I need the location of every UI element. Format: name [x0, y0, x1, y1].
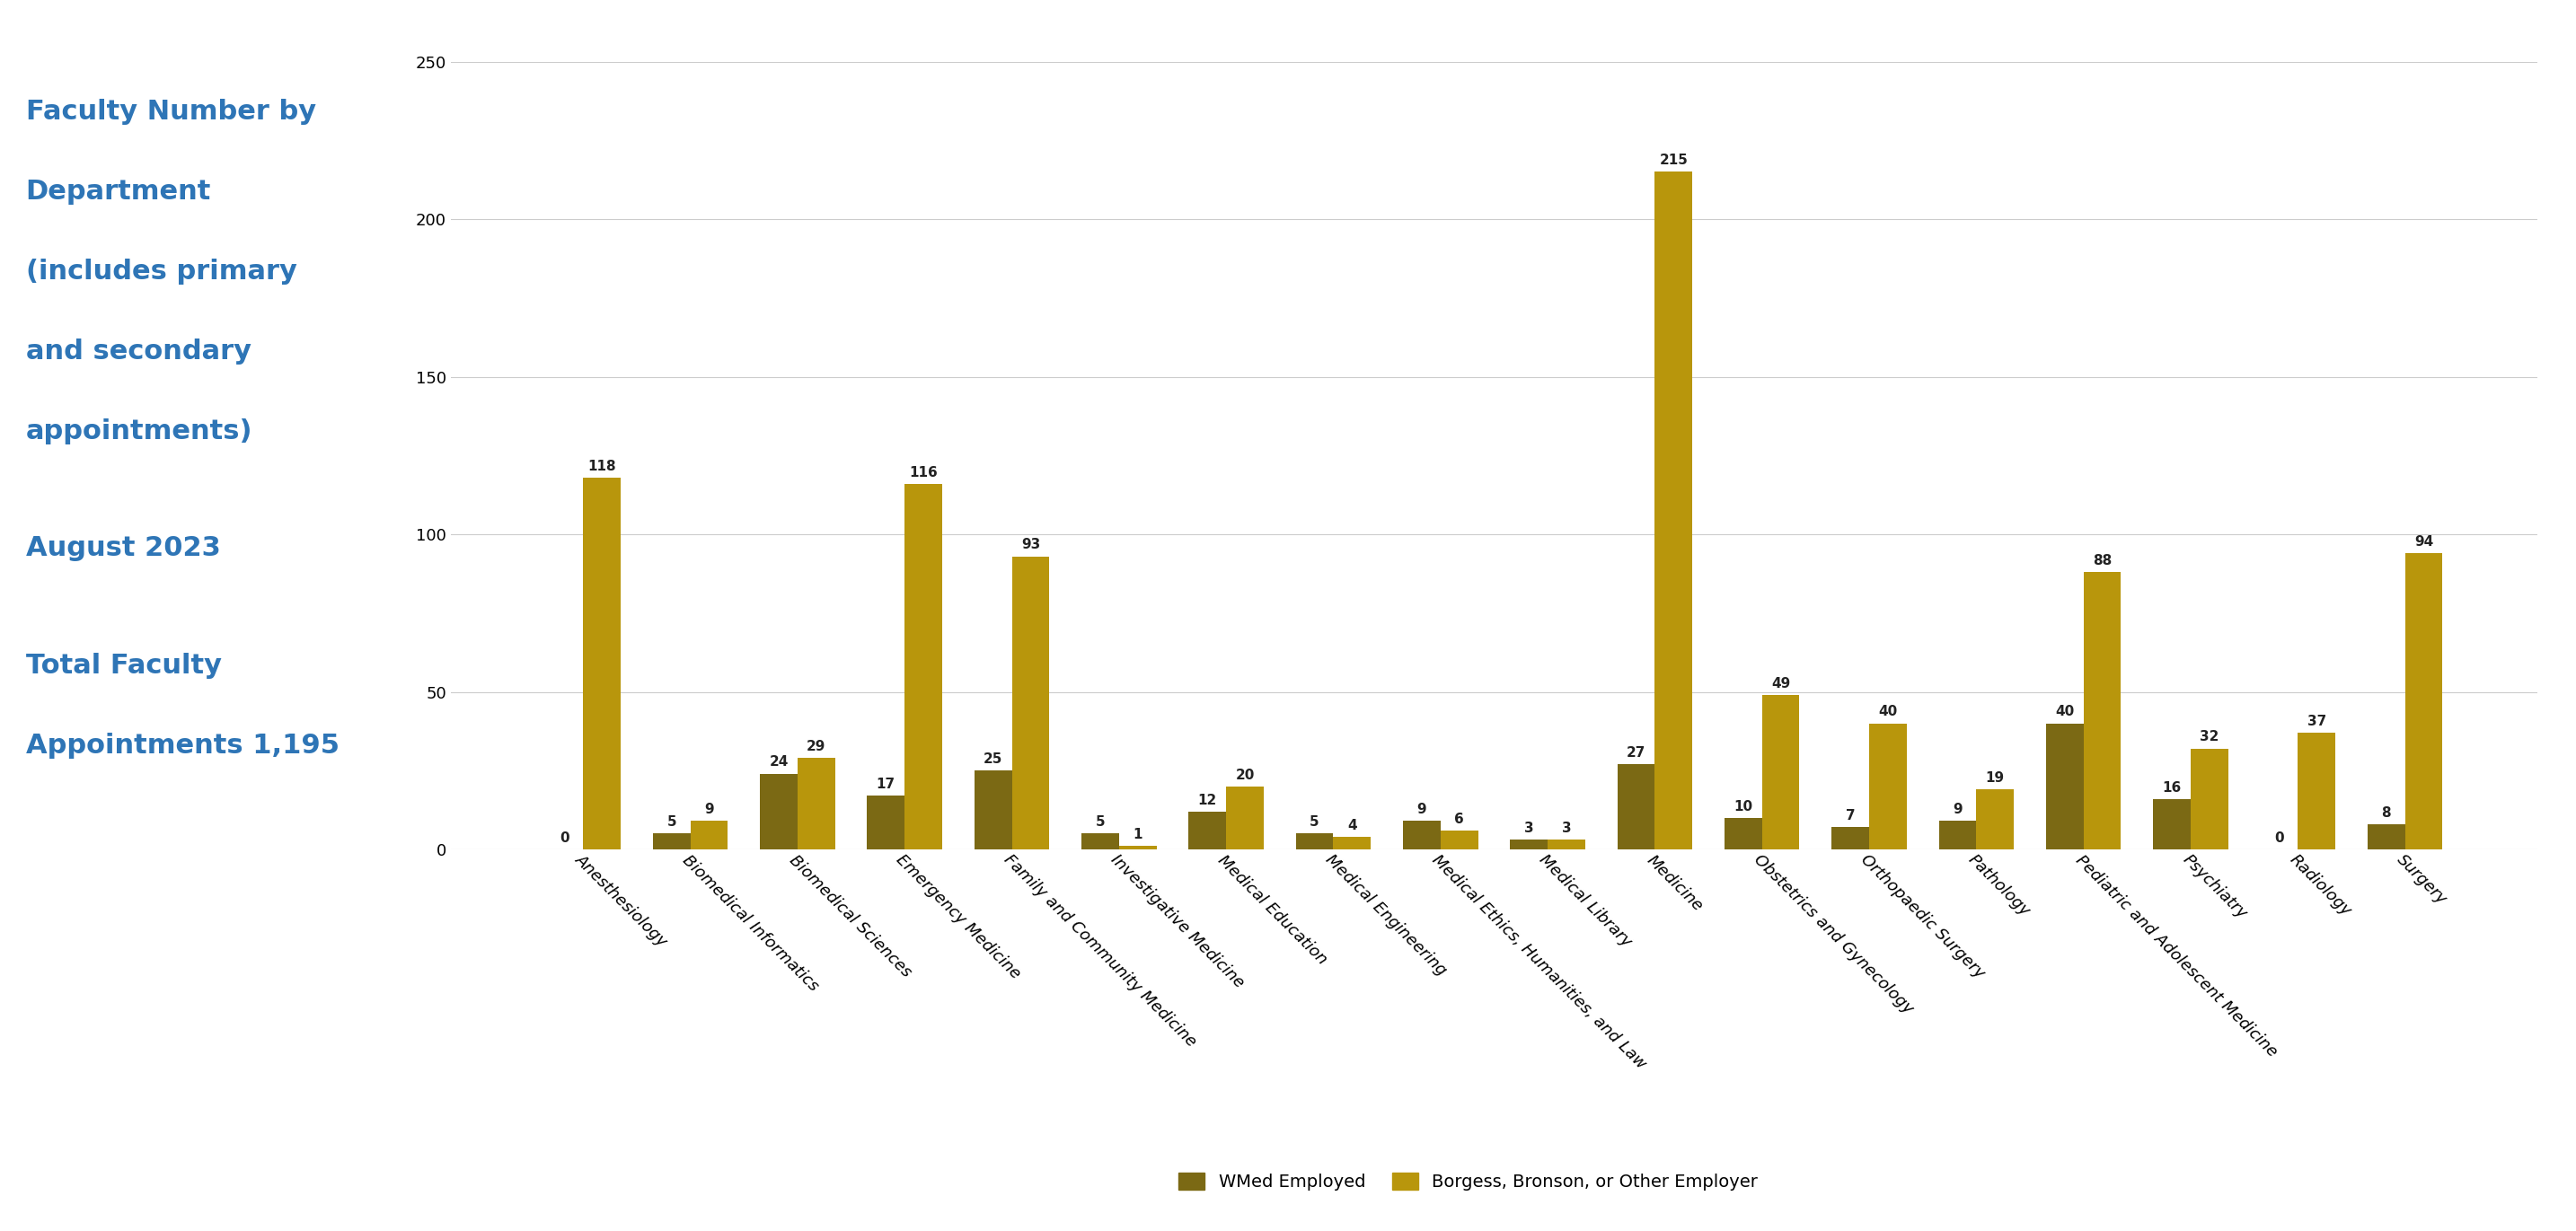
Legend: WMed Employed, Borgess, Bronson, or Other Employer: WMed Employed, Borgess, Bronson, or Othe… [1172, 1166, 1765, 1198]
Text: 3: 3 [1525, 822, 1533, 835]
Bar [582, 478, 621, 849]
Bar [2084, 572, 2120, 849]
Text: August 2023: August 2023 [26, 535, 222, 561]
Bar [652, 833, 690, 849]
Bar [1548, 840, 1584, 849]
Text: 9: 9 [1953, 803, 1963, 816]
Bar [2190, 748, 2228, 849]
Text: 116: 116 [909, 465, 938, 479]
Text: 3: 3 [1561, 822, 1571, 835]
Bar [2154, 799, 2190, 849]
Text: 40: 40 [1878, 705, 1899, 719]
Bar [2298, 732, 2336, 849]
Bar [1188, 811, 1226, 849]
Bar [1976, 789, 2014, 849]
Text: Department: Department [26, 178, 211, 204]
Bar [974, 771, 1012, 849]
Text: 9: 9 [1417, 803, 1427, 816]
Text: Appointments 1,195: Appointments 1,195 [26, 732, 340, 758]
Text: 93: 93 [1020, 538, 1041, 551]
Text: 9: 9 [703, 803, 714, 816]
Text: Total Faculty: Total Faculty [26, 652, 222, 678]
Bar [1296, 833, 1334, 849]
Text: 215: 215 [1659, 154, 1687, 167]
Text: 5: 5 [667, 815, 677, 828]
Text: 12: 12 [1198, 793, 1216, 806]
Text: 94: 94 [2414, 535, 2434, 549]
Text: 5: 5 [1309, 815, 1319, 828]
Text: 49: 49 [1772, 677, 1790, 691]
Text: 1: 1 [1133, 828, 1144, 842]
Bar [1723, 817, 1762, 849]
Bar [799, 758, 835, 849]
Bar [868, 795, 904, 849]
Text: 88: 88 [2092, 554, 2112, 567]
Text: 4: 4 [1347, 819, 1358, 832]
Text: 27: 27 [1625, 746, 1646, 760]
Text: 16: 16 [2161, 780, 2182, 794]
Bar [1762, 696, 1801, 849]
Bar [1832, 827, 1870, 849]
Bar [2045, 724, 2084, 849]
Bar [1082, 833, 1118, 849]
Bar [690, 821, 729, 849]
Text: 24: 24 [770, 756, 788, 769]
Bar [1510, 840, 1548, 849]
Bar [2367, 825, 2406, 849]
Text: 17: 17 [876, 778, 896, 792]
Text: 5: 5 [1095, 815, 1105, 828]
Text: 0: 0 [559, 831, 569, 844]
Text: 25: 25 [984, 752, 1002, 766]
Bar [1118, 846, 1157, 849]
Text: 40: 40 [2056, 705, 2074, 719]
Text: 20: 20 [1236, 768, 1255, 782]
Text: 7: 7 [1844, 809, 1855, 822]
Bar [1654, 172, 1692, 849]
Bar [904, 484, 943, 849]
Bar [1226, 787, 1265, 849]
Text: 29: 29 [806, 740, 827, 753]
Bar [1404, 821, 1440, 849]
Text: appointments): appointments) [26, 419, 252, 444]
Text: 6: 6 [1455, 812, 1463, 826]
Bar [2406, 553, 2442, 849]
Text: Faculty Number by: Faculty Number by [26, 98, 317, 124]
Text: 32: 32 [2200, 730, 2218, 744]
Bar [1940, 821, 1976, 849]
Text: 10: 10 [1734, 800, 1752, 814]
Bar [760, 774, 799, 849]
Bar [1618, 764, 1654, 849]
Text: 19: 19 [1986, 772, 2004, 785]
Bar [1012, 556, 1048, 849]
Text: 0: 0 [2275, 831, 2285, 844]
Text: 37: 37 [2308, 714, 2326, 728]
Bar [1440, 831, 1479, 849]
Text: 118: 118 [587, 459, 616, 473]
Text: (includes primary: (includes primary [26, 259, 296, 284]
Bar [1870, 724, 1906, 849]
Bar [1334, 837, 1370, 849]
Text: 8: 8 [2380, 806, 2391, 820]
Text: and secondary: and secondary [26, 339, 252, 364]
